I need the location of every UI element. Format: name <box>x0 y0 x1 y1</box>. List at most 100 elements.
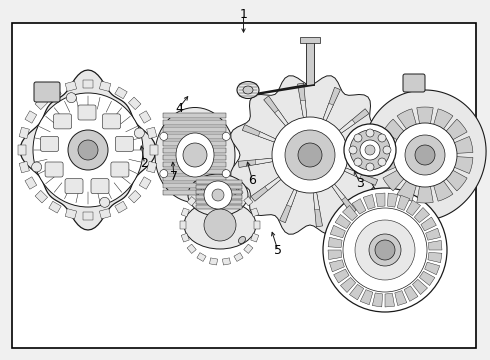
Polygon shape <box>139 111 151 123</box>
Polygon shape <box>251 233 259 242</box>
Polygon shape <box>425 262 440 275</box>
Wedge shape <box>264 96 310 155</box>
Wedge shape <box>265 155 310 190</box>
Polygon shape <box>352 199 366 214</box>
Circle shape <box>99 197 110 207</box>
Ellipse shape <box>237 81 259 99</box>
Polygon shape <box>222 258 230 265</box>
Text: 1: 1 <box>240 8 247 21</box>
Wedge shape <box>280 155 310 222</box>
Wedge shape <box>383 155 425 191</box>
Circle shape <box>343 208 427 292</box>
Wedge shape <box>425 119 467 155</box>
Wedge shape <box>310 155 356 214</box>
Circle shape <box>204 181 232 209</box>
Wedge shape <box>417 107 433 155</box>
Wedge shape <box>377 136 425 155</box>
Polygon shape <box>428 252 442 263</box>
Bar <box>163 169 226 174</box>
Polygon shape <box>234 189 243 197</box>
Circle shape <box>285 130 335 180</box>
Polygon shape <box>180 221 186 229</box>
Bar <box>163 141 226 146</box>
Circle shape <box>32 162 42 172</box>
Wedge shape <box>310 155 319 210</box>
Polygon shape <box>83 80 93 88</box>
Polygon shape <box>329 260 344 272</box>
Polygon shape <box>231 76 389 234</box>
Polygon shape <box>404 286 418 301</box>
Wedge shape <box>310 155 362 178</box>
Bar <box>163 183 226 188</box>
Polygon shape <box>128 97 141 109</box>
Bar <box>163 155 226 160</box>
Bar <box>300 37 320 43</box>
Circle shape <box>222 170 230 177</box>
Polygon shape <box>385 293 394 307</box>
Polygon shape <box>244 244 253 253</box>
Bar <box>163 162 226 167</box>
Polygon shape <box>25 177 37 189</box>
Polygon shape <box>406 200 420 216</box>
FancyBboxPatch shape <box>116 136 133 152</box>
Polygon shape <box>115 201 127 213</box>
Polygon shape <box>18 145 26 155</box>
Circle shape <box>212 189 224 201</box>
Bar <box>196 185 242 189</box>
Polygon shape <box>363 194 375 210</box>
Polygon shape <box>328 250 342 260</box>
Circle shape <box>272 117 348 193</box>
Ellipse shape <box>33 93 143 207</box>
Polygon shape <box>397 195 410 210</box>
Wedge shape <box>310 155 322 227</box>
FancyBboxPatch shape <box>91 179 109 194</box>
Wedge shape <box>310 143 382 155</box>
Circle shape <box>160 170 168 177</box>
Wedge shape <box>425 155 473 174</box>
Polygon shape <box>49 201 61 213</box>
Wedge shape <box>310 155 345 200</box>
Wedge shape <box>397 155 425 201</box>
Wedge shape <box>238 155 310 167</box>
Wedge shape <box>297 83 310 155</box>
Polygon shape <box>360 290 373 305</box>
Bar <box>306 40 314 85</box>
Polygon shape <box>335 215 351 229</box>
Polygon shape <box>419 271 435 285</box>
Ellipse shape <box>243 86 253 94</box>
Text: 5: 5 <box>274 244 282 257</box>
Wedge shape <box>255 155 310 165</box>
Polygon shape <box>343 206 358 221</box>
Polygon shape <box>372 293 383 307</box>
Wedge shape <box>383 119 425 155</box>
Circle shape <box>365 145 375 155</box>
Wedge shape <box>310 87 341 155</box>
Circle shape <box>360 140 380 160</box>
Polygon shape <box>181 233 189 242</box>
Polygon shape <box>251 208 259 217</box>
Polygon shape <box>334 269 349 283</box>
Bar <box>196 200 242 204</box>
FancyBboxPatch shape <box>65 179 83 194</box>
Circle shape <box>415 145 435 165</box>
Bar <box>196 195 242 199</box>
Bar <box>163 148 226 153</box>
Wedge shape <box>251 155 310 201</box>
Wedge shape <box>287 155 310 207</box>
Polygon shape <box>49 87 61 99</box>
Polygon shape <box>35 97 48 109</box>
Bar <box>196 190 242 194</box>
Polygon shape <box>187 244 196 253</box>
Wedge shape <box>425 136 473 155</box>
Polygon shape <box>341 278 356 293</box>
FancyBboxPatch shape <box>53 114 72 129</box>
Circle shape <box>355 220 415 280</box>
Ellipse shape <box>184 201 256 249</box>
Polygon shape <box>210 258 218 265</box>
Polygon shape <box>375 193 385 207</box>
Wedge shape <box>377 155 425 174</box>
Text: 6: 6 <box>248 174 256 186</box>
Wedge shape <box>310 103 333 155</box>
Ellipse shape <box>176 133 214 177</box>
FancyBboxPatch shape <box>78 105 96 120</box>
